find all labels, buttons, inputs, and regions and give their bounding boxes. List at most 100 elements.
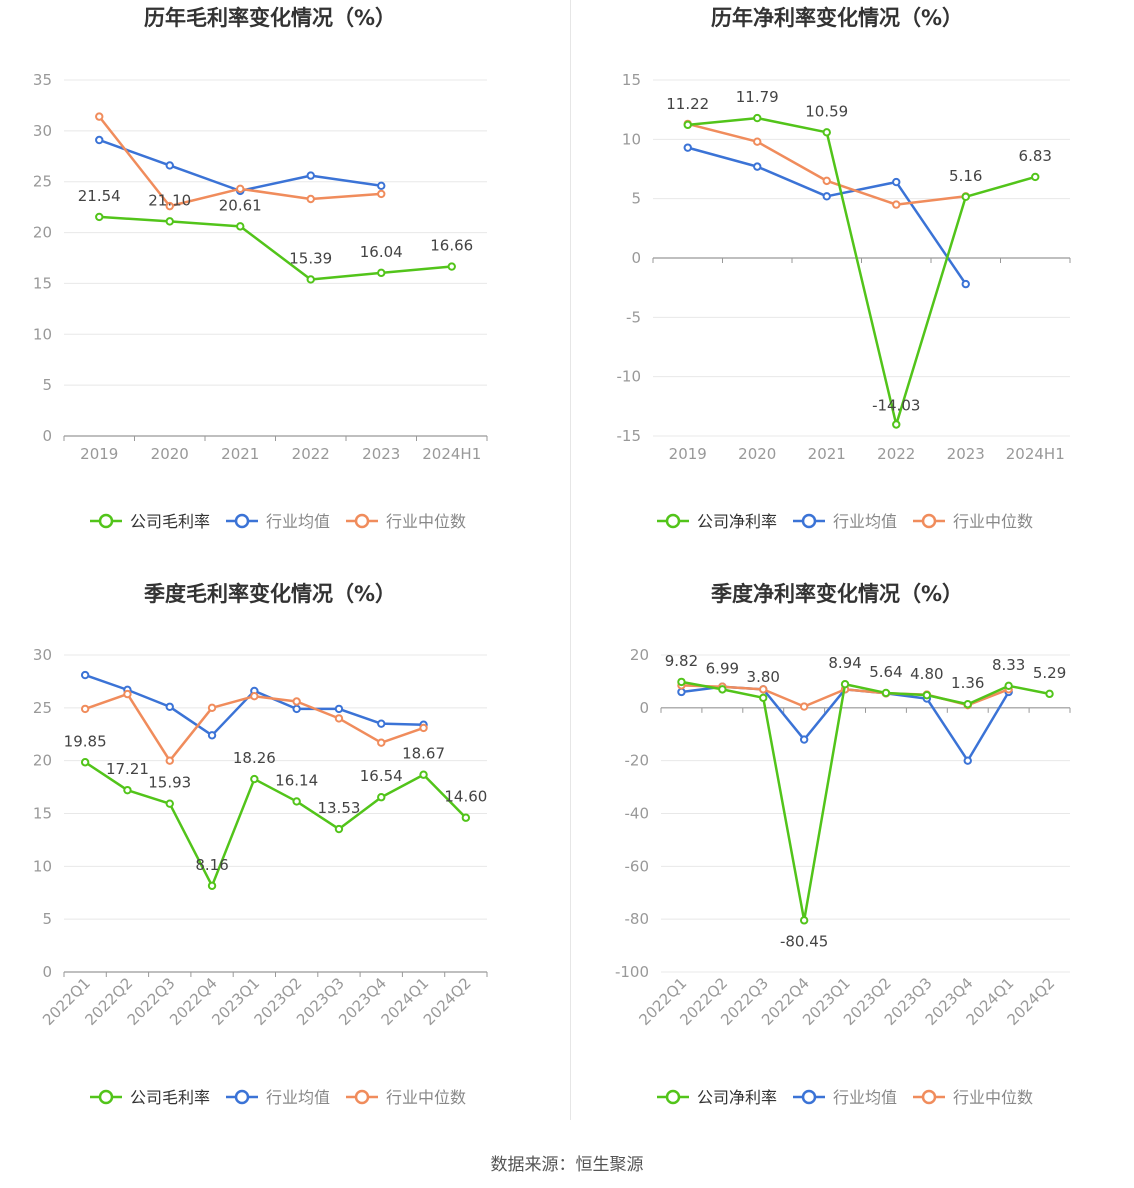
legend-item-company: 公司毛利率 [90, 512, 210, 531]
quarterly-gross-margin-chart: 季度毛利率变化情况（%） 0 5 10 15 20 25 30 2022Q1 2022Q2 2022… [0, 576, 567, 1152]
data-label: 9.82 [665, 652, 698, 670]
y-tick-label: -20 [625, 752, 650, 770]
data-point-company [840, 680, 850, 689]
data-point-company [377, 268, 386, 278]
data-point-avg [165, 161, 174, 170]
legend-item-company: 公司净利率 [657, 1088, 777, 1107]
series-line-avg [687, 146, 967, 285]
legend-label: 行业均值 [833, 1088, 897, 1107]
data-label: 16.54 [360, 767, 403, 785]
data-point-avg [306, 171, 315, 180]
data-label: 16.14 [275, 771, 318, 789]
data-label: 14.60 [444, 788, 487, 806]
legend-swatch-circle [234, 513, 250, 529]
data-point-company [95, 212, 104, 222]
data-point-avg [334, 704, 344, 714]
data-point-median [892, 200, 901, 209]
x-tick-label: 2020 [738, 445, 776, 463]
legend-label: 公司毛利率 [130, 1088, 210, 1107]
data-point-company [165, 799, 174, 808]
legend-swatch-circle [921, 1089, 937, 1105]
y-tick-label: 10 [622, 130, 641, 148]
legend-swatch-circle [665, 513, 681, 529]
y-tick-label: 10 [33, 857, 52, 875]
y-tick-label: 15 [33, 805, 52, 823]
legend-swatch-circle [98, 513, 114, 529]
series-line-company [681, 680, 1050, 922]
data-point-company [80, 758, 90, 767]
legend-swatch-circle [801, 1089, 817, 1105]
y-tick-label: 20 [33, 752, 52, 770]
x-tick-label: 2024Q2 [420, 974, 475, 1029]
series-line-avg [98, 138, 382, 193]
data-label: 8.16 [195, 856, 228, 874]
chart-title: 历年净利率变化情况（%） [711, 6, 963, 30]
y-tick-label: 25 [33, 699, 52, 717]
x-tick-label: 2019 [80, 445, 118, 463]
y-tick-label: 0 [42, 963, 52, 981]
data-point-avg [822, 192, 831, 201]
x-tick-label: 2024H1 [422, 445, 481, 463]
x-tick-label: 2023 [362, 445, 400, 463]
data-point-company [377, 793, 386, 802]
data-point-median [292, 697, 301, 706]
legend-item-avg: 行业均值 [793, 512, 897, 531]
legend-item-company: 公司毛利率 [90, 1088, 210, 1107]
data-label: 17.21 [106, 760, 149, 778]
data-label: 1.36 [951, 674, 984, 692]
legend-label: 行业中位数 [953, 512, 1033, 531]
data-label: 20.61 [219, 196, 262, 214]
data-point-company [165, 217, 174, 226]
y-tick-label: 25 [33, 173, 52, 191]
data-point-median [799, 702, 809, 711]
data-point-avg [799, 735, 809, 744]
x-tick-label: 2022 [877, 445, 915, 463]
legend-label: 行业均值 [266, 1088, 330, 1107]
data-point-median [165, 756, 174, 765]
data-point-company [334, 824, 344, 834]
x-tick-label: 2021 [221, 445, 259, 463]
data-label: 5.16 [949, 167, 982, 185]
data-point-median [236, 184, 245, 194]
legend-swatch-circle [98, 1089, 114, 1105]
data-point-company [1031, 172, 1040, 182]
data-point-median [753, 137, 762, 146]
data-point-avg [377, 719, 386, 728]
data-point-company [306, 275, 315, 284]
quarterly-net-margin-chart: 季度净利率变化情况（%） -100 -80 -60 -40 -20 0 20 2022Q1 202… [567, 576, 1134, 1152]
y-tick-label: 5 [42, 376, 52, 394]
data-label: 13.53 [317, 799, 360, 817]
data-label: 8.94 [828, 654, 861, 672]
data-label: 6.99 [706, 659, 739, 677]
y-tick-label: -5 [626, 308, 641, 326]
annual-net-margin-chart: 历年净利率变化情况（%） -15 -10 -5 0 5 10 15 2019 2020 2021 20… [567, 0, 1134, 576]
data-point-avg [963, 756, 972, 765]
data-point-company [123, 785, 132, 795]
data-point-company [207, 881, 217, 890]
data-point-company [250, 774, 259, 784]
legend-swatch-circle [234, 1089, 250, 1105]
data-point-company [892, 420, 901, 429]
series-line-avg [681, 685, 1010, 762]
legend-label: 行业均值 [266, 512, 330, 531]
y-tick-label: 0 [639, 699, 649, 717]
data-label: -80.45 [780, 932, 828, 950]
y-tick-label: 0 [42, 427, 52, 445]
y-tick-label: 15 [33, 274, 52, 292]
y-tick-label: 5 [42, 910, 52, 928]
data-point-avg [80, 670, 90, 680]
legend-item-company: 公司净利率 [657, 512, 777, 531]
data-label: -14.03 [872, 396, 920, 414]
y-tick-label: 30 [33, 122, 52, 140]
y-tick-label: 20 [33, 224, 52, 242]
y-tick-label: 30 [33, 646, 52, 664]
data-label: 18.26 [233, 749, 276, 767]
data-point-avg [892, 177, 901, 187]
y-tick-label: 10 [33, 325, 52, 343]
chart-svg: 历年净利率变化情况（%） -15 -10 -5 0 5 10 15 2019 2020 2021 20… [617, 6, 1071, 531]
data-point-median [419, 723, 428, 733]
legend-label: 公司净利率 [697, 1088, 777, 1107]
y-tick-label: -10 [617, 368, 642, 386]
data-point-company [292, 797, 301, 806]
y-tick-label: 5 [631, 190, 641, 208]
